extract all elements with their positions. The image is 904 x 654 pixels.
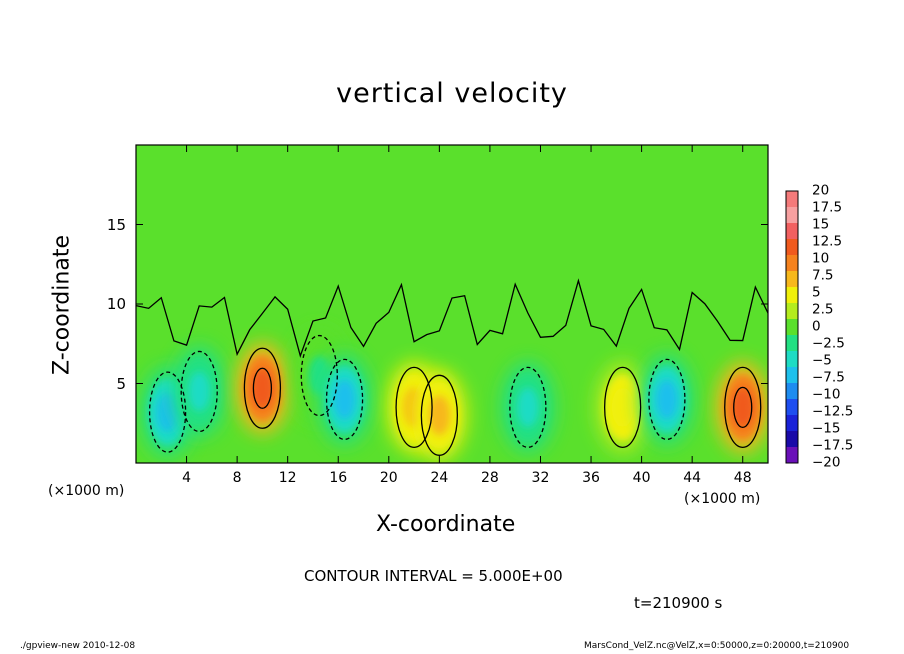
colorbar-swatch bbox=[786, 239, 798, 255]
colorbar-label: −7.5 bbox=[812, 369, 845, 386]
footer-right: MarsCond_VelZ.nc@VelZ,x=0:50000,z=0:2000… bbox=[584, 641, 850, 651]
colorbar-label: −5 bbox=[812, 352, 832, 369]
x-tick-label: 48 bbox=[733, 470, 752, 486]
contour-line bbox=[325, 358, 364, 441]
contour-line bbox=[648, 358, 686, 441]
x-unit-label-left: (×1000 m) bbox=[48, 483, 125, 499]
contour-line bbox=[180, 350, 218, 433]
contour-line bbox=[300, 334, 338, 417]
colorbar-label: −15 bbox=[812, 420, 841, 437]
colorbar-label: 0 bbox=[812, 318, 821, 335]
field-feature bbox=[411, 369, 467, 462]
x-tick-label: 24 bbox=[430, 470, 449, 486]
y-tick-label: 15 bbox=[106, 215, 126, 234]
colorbar-swatch bbox=[786, 319, 798, 335]
contour-line bbox=[420, 374, 459, 456]
contour-interval-label: CONTOUR INTERVAL = 5.000E+00 bbox=[304, 567, 563, 585]
field-feature bbox=[171, 345, 227, 438]
field-feature bbox=[234, 342, 290, 435]
colorbar-swatch bbox=[786, 191, 798, 207]
y-tick-label: 5 bbox=[116, 374, 126, 393]
contour-line bbox=[395, 366, 433, 449]
contour-line bbox=[148, 371, 187, 453]
colorbar-label: 5 bbox=[812, 284, 821, 301]
colorbar-swatch bbox=[786, 271, 798, 287]
field-feature bbox=[291, 329, 347, 422]
colorbar-label: −10 bbox=[812, 386, 841, 403]
colorbar-label: 7.5 bbox=[812, 267, 834, 284]
colorbar-label: −2.5 bbox=[812, 335, 845, 352]
x-tick-label: 12 bbox=[278, 470, 297, 486]
contour-line bbox=[724, 366, 762, 449]
chart-title: vertical velocity bbox=[336, 78, 568, 109]
contour-line bbox=[509, 366, 547, 449]
field-feature bbox=[595, 361, 651, 454]
y-axis-label: Z-coordinate bbox=[49, 235, 75, 375]
colorbar-swatch bbox=[786, 351, 798, 367]
colorbar-label: 10 bbox=[812, 250, 830, 267]
field-feature bbox=[639, 353, 695, 446]
colorbar-swatch bbox=[786, 335, 798, 351]
colorbar-label: 15 bbox=[812, 216, 830, 233]
colorbar-label: 17.5 bbox=[812, 199, 843, 216]
x-tick-label: 4 bbox=[182, 470, 192, 486]
colorbar-label: 20 bbox=[812, 182, 830, 199]
time-label: t=210900 s bbox=[634, 594, 723, 612]
x-tick-label: 32 bbox=[531, 470, 550, 486]
field-feature bbox=[500, 361, 556, 454]
contour-line bbox=[243, 347, 282, 429]
colorbar-swatch bbox=[786, 303, 798, 319]
colorbar-swatch bbox=[786, 367, 798, 383]
footer-left: ./gpview-new 2010-12-08 bbox=[20, 641, 136, 651]
x-unit-label-right: (×1000 m) bbox=[684, 491, 761, 507]
colorbar-label: 12.5 bbox=[812, 233, 843, 250]
x-tick-label: 36 bbox=[582, 470, 600, 486]
contour-line bbox=[733, 386, 753, 429]
colorbar-label: −17.5 bbox=[812, 437, 854, 454]
colorbar-label: −12.5 bbox=[812, 403, 854, 420]
x-tick-label: 44 bbox=[683, 470, 702, 486]
contour-line bbox=[252, 367, 273, 409]
colorbar-swatch bbox=[786, 287, 798, 303]
colorbar-swatch bbox=[786, 207, 798, 223]
colorbar-label: 2.5 bbox=[812, 301, 834, 318]
colorbar-swatch bbox=[786, 447, 798, 463]
x-tick-label: 16 bbox=[329, 470, 348, 486]
colorbar-swatch bbox=[786, 399, 798, 415]
colorbar-swatch bbox=[786, 255, 798, 271]
colorbar-swatch bbox=[786, 415, 798, 431]
x-tick-label: 8 bbox=[232, 470, 242, 486]
y-tick-label: 10 bbox=[106, 295, 126, 313]
contour-line bbox=[136, 278, 768, 358]
colorbar-swatch bbox=[786, 431, 798, 447]
field-feature bbox=[316, 353, 373, 446]
x-tick-label: 20 bbox=[379, 470, 398, 486]
x-tick-label: 28 bbox=[480, 470, 499, 486]
x-tick-label: 40 bbox=[632, 470, 651, 486]
field-feature bbox=[715, 361, 768, 454]
colorbar-swatch bbox=[786, 223, 798, 239]
colorbar-label: −20 bbox=[812, 454, 841, 471]
colorbar-frame bbox=[785, 190, 799, 464]
x-axis-label: X-coordinate bbox=[376, 512, 516, 537]
contour-line bbox=[603, 366, 642, 449]
colorbar-swatch bbox=[786, 383, 798, 399]
